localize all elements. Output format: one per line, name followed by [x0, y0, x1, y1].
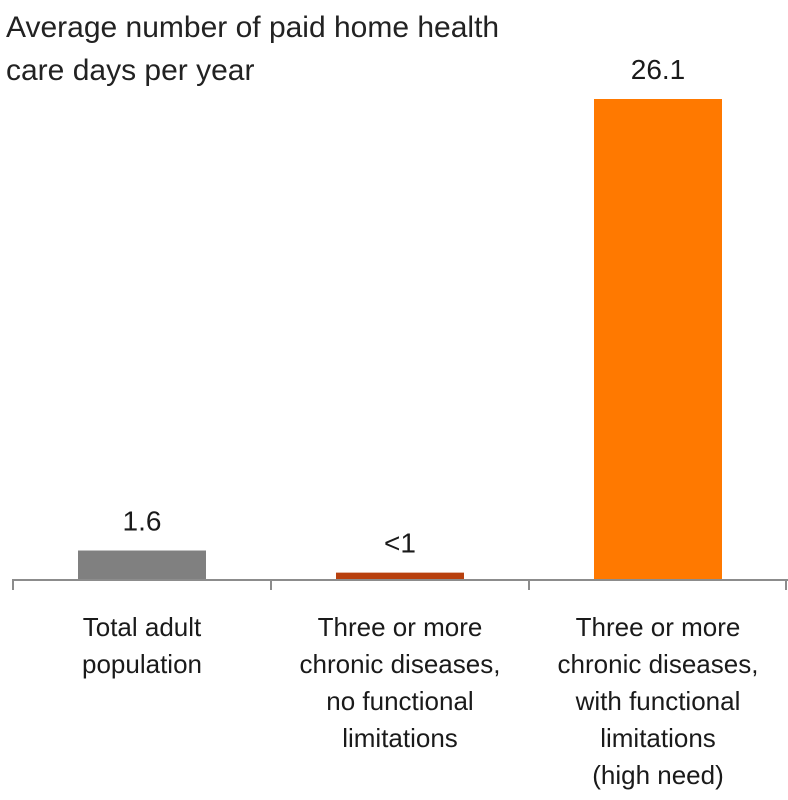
bar-3 — [594, 99, 722, 580]
value-label-1: 1.6 — [123, 506, 162, 537]
value-label-3: 26.1 — [631, 54, 686, 85]
value-labels-group: 1.6 <1 26.1 — [123, 54, 686, 559]
category-label-line: (high need) — [592, 760, 724, 790]
bars-group — [78, 99, 722, 580]
category-label-1: Total adult population — [17, 609, 267, 683]
category-label-line: limitations — [342, 723, 458, 753]
value-label-2: <1 — [384, 528, 416, 559]
bar-1 — [78, 550, 206, 580]
category-label-line: no functional — [326, 686, 474, 716]
bar-2 — [336, 572, 464, 580]
category-label-line: Three or more — [317, 612, 483, 642]
category-label-3: Three or more chronic diseases, with funct… — [533, 609, 783, 794]
chart-title: Average number of paid home health care … — [6, 11, 500, 87]
category-label-line: chronic diseases, — [557, 649, 759, 679]
category-label-line: limitations — [600, 723, 716, 753]
category-label-2: Three or more chronic diseases, no functio… — [275, 609, 525, 757]
category-label-line: Three or more — [575, 612, 741, 642]
category-label-line: with functional — [575, 686, 741, 716]
category-label-line: population — [82, 649, 202, 679]
x-axis — [12, 579, 788, 590]
category-label-line: Total adult — [82, 612, 202, 642]
category-label-line: chronic diseases, — [299, 649, 501, 679]
